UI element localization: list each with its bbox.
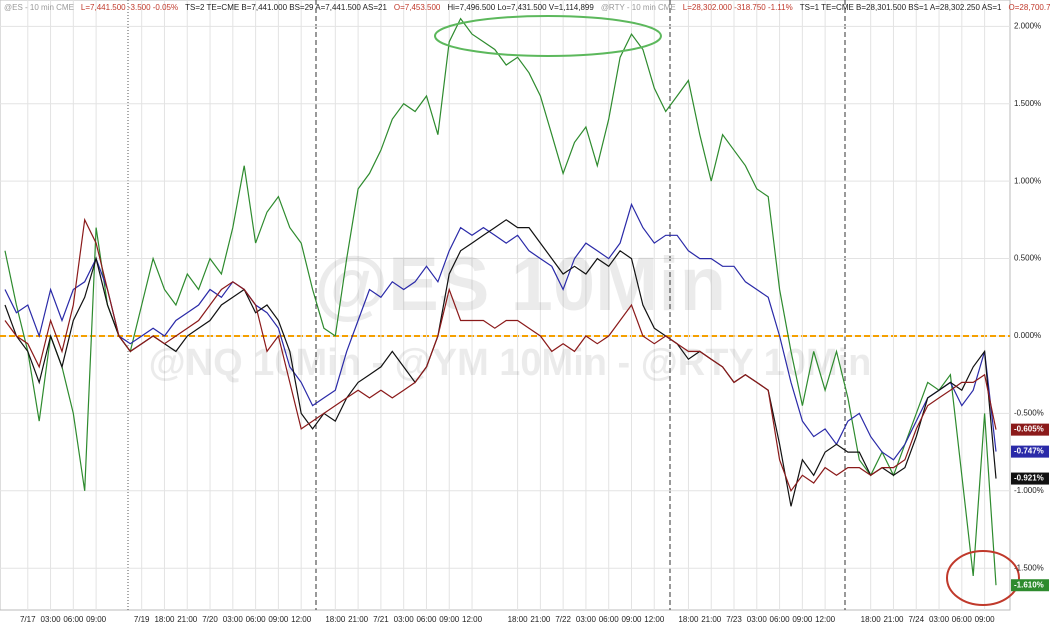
highlight-circle: [946, 550, 1020, 606]
series-line: [4, 219, 997, 507]
x-tick-label: 12:00: [291, 615, 312, 624]
x-tick-label: 09:00: [268, 615, 289, 624]
x-tick-label: 03:00: [394, 615, 415, 624]
x-tick-label: 03:00: [41, 615, 62, 624]
x-tick-label: 18:00: [325, 615, 346, 624]
x-tick-label: 09:00: [792, 615, 813, 624]
y-tick-label: -1.500%: [1014, 563, 1044, 572]
x-tick-label: 18:00: [154, 615, 175, 624]
x-tick-label: 7/19: [134, 615, 150, 624]
price-tag: [1011, 423, 1049, 436]
price-tag: [1011, 579, 1049, 592]
x-tick-label: 18:00: [861, 615, 882, 624]
x-tick-label: 09:00: [621, 615, 642, 624]
price-tag: [1011, 445, 1049, 458]
lines: [4, 17, 997, 586]
highlight-ellipse: [434, 15, 662, 57]
series-line: [4, 217, 997, 493]
y-tick-label: -1.000%: [1014, 486, 1044, 495]
price-tag-label: -0.605%: [1014, 425, 1044, 434]
x-tick-label: 12:00: [462, 615, 483, 624]
x-tick-label: 09:00: [975, 615, 996, 624]
x-tick-label: 18:00: [678, 615, 699, 624]
header-field: L=28,302.000 -318.750 -1.11%: [682, 3, 793, 12]
x-tick-label: 21:00: [177, 615, 198, 624]
x-tick-label: 09:00: [439, 615, 460, 624]
x-tick-label: 06:00: [952, 615, 973, 624]
y-tick-label: 1.500%: [1014, 99, 1041, 108]
x-tick-label: 06:00: [599, 615, 620, 624]
series-line: [4, 17, 997, 586]
x-tick-label: 03:00: [747, 615, 768, 624]
y-tick-label: -0.500%: [1014, 408, 1044, 417]
header-field: @RTY - 10 min CME: [600, 3, 676, 12]
header-field: O=28,700.750: [1008, 3, 1050, 12]
x-tick-label: 7/21: [373, 615, 389, 624]
x-tick-label: 21:00: [701, 615, 722, 624]
header-field: TS=2 TE=CME B=7,441.000 BS=29 A=7,441.50…: [185, 3, 387, 12]
header-field: L=7,441.500 -3.500 -0.05%: [80, 3, 179, 12]
x-tick-label: 06:00: [770, 615, 791, 624]
x-tick-label: 06:00: [246, 615, 267, 624]
x-tick-label: 7/24: [908, 615, 924, 624]
x-tick-label: 21:00: [883, 615, 904, 624]
x-tick-label: 7/22: [555, 615, 571, 624]
x-tick-label: 12:00: [644, 615, 665, 624]
x-tick-label: 03:00: [929, 615, 950, 624]
x-tick-label: 12:00: [815, 615, 836, 624]
y-tick-label: 0.000%: [1014, 331, 1041, 340]
x-tick-label: 7/17: [20, 615, 36, 624]
plot-area: [0, 0, 1011, 611]
y-tick-label: 1.000%: [1014, 176, 1041, 185]
price-tag-label: -1.610%: [1014, 580, 1044, 589]
x-tick-label: 7/20: [202, 615, 218, 624]
header: @ES - 10 min CME L=7,441.500 -3.500 -0.05…: [4, 3, 1050, 12]
watermark: @ES 10Min: [314, 242, 726, 327]
x-tick-label: 03:00: [223, 615, 244, 624]
x-tick-label: 09:00: [86, 615, 107, 624]
y-tick-label: 2.000%: [1014, 21, 1041, 30]
header-field: O=7,453.500: [393, 3, 441, 12]
x-tick-label: 06:00: [416, 615, 437, 624]
x-tick-label: 21:00: [530, 615, 551, 624]
price-tag-label: -0.921%: [1014, 474, 1044, 483]
x-tick-label: 03:00: [576, 615, 597, 624]
price-tag: [1011, 472, 1049, 485]
watermark: @NQ 10Min - @YM 10Min - @RTY 10Min: [149, 342, 872, 384]
header-field: TS=1 TE=CME B=28,301.500 BS=1 A=28,302.2…: [799, 3, 1002, 12]
price-tag-label: -0.747%: [1014, 447, 1044, 456]
header-field: @ES - 10 min CME: [4, 3, 74, 12]
series-line: [4, 202, 997, 461]
x-tick-label: 06:00: [63, 615, 84, 624]
x-tick-label: 18:00: [508, 615, 529, 624]
y-tick-label: 0.500%: [1014, 254, 1041, 263]
header-field: Hi=7,496.500 Lo=7,431.500 V=1,114,899: [447, 3, 594, 12]
x-tick-label: 21:00: [348, 615, 369, 624]
x-tick-label: 7/23: [726, 615, 742, 624]
